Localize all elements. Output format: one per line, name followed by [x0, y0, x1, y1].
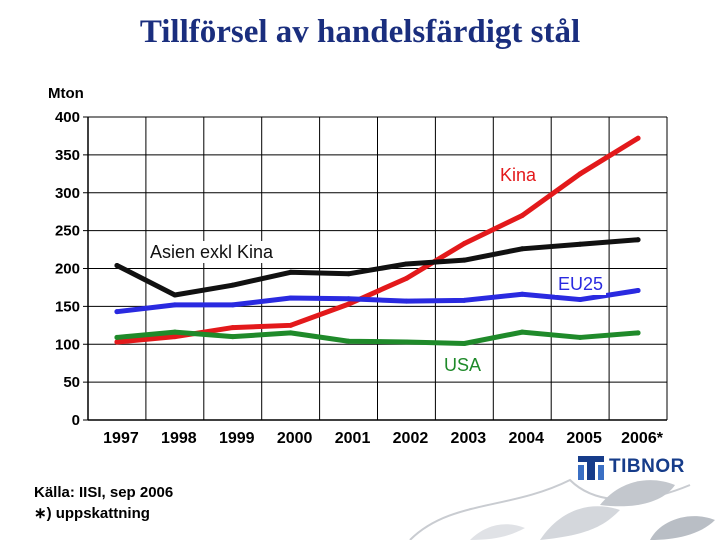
- series-label-bg: [441, 354, 485, 376]
- data-point: [635, 135, 641, 141]
- source-note: Källa: IISI, sep 2006 ∗) uppskattning: [34, 482, 173, 524]
- series-label-bg: [497, 164, 541, 186]
- data-point: [461, 297, 467, 303]
- y-tick-label: 350: [55, 147, 80, 164]
- y-tick-label: 250: [55, 223, 80, 240]
- decorative-leaves: [409, 478, 715, 540]
- data-point: [288, 330, 294, 336]
- x-tick-label: 2000: [277, 430, 313, 447]
- data-point: [114, 339, 120, 345]
- data-point: [346, 338, 352, 344]
- series-line-eu25: [114, 287, 641, 315]
- y-tick-label: 400: [55, 109, 80, 126]
- data-point: [114, 309, 120, 315]
- data-point: [172, 334, 178, 340]
- data-point: [288, 269, 294, 275]
- data-point: [230, 282, 236, 288]
- x-tick-label: 1998: [161, 430, 197, 447]
- data-point: [577, 297, 583, 303]
- data-point: [230, 302, 236, 308]
- data-point: [577, 334, 583, 340]
- data-point: [403, 261, 409, 267]
- data-point: [461, 257, 467, 263]
- tibnor-logo-icon: [578, 456, 604, 480]
- data-point: [519, 291, 525, 297]
- data-point: [172, 329, 178, 335]
- x-tick-label: 2005: [566, 430, 602, 447]
- data-point: [230, 334, 236, 340]
- data-point: [172, 292, 178, 298]
- series-line-usa: [114, 329, 641, 346]
- series-label-bg: [147, 241, 278, 263]
- data-point: [461, 340, 467, 346]
- data-point: [403, 275, 409, 281]
- x-tick-label: 2006*: [621, 430, 664, 447]
- series-line-asien-exkl-kina: [114, 237, 641, 298]
- y-tick-label: 200: [55, 261, 80, 278]
- x-tick-label: 2003: [451, 430, 487, 447]
- x-tick-label: 2004: [508, 430, 544, 447]
- data-point: [403, 298, 409, 304]
- y-axis-label: Mton: [48, 85, 84, 102]
- series-label-bg: [555, 273, 607, 295]
- data-point: [403, 339, 409, 345]
- y-tick-label: 150: [55, 298, 80, 315]
- tibnor-logo: TIBNOR: [577, 451, 689, 483]
- y-tick-label: 300: [55, 185, 80, 202]
- data-point: [288, 295, 294, 301]
- x-tick-label: 2002: [393, 430, 429, 447]
- x-tick-label: 2001: [335, 430, 371, 447]
- estimate-note: ∗) uppskattning: [34, 505, 150, 522]
- series-label-eu25: EU25: [558, 274, 603, 294]
- data-point: [635, 287, 641, 293]
- data-point: [230, 325, 236, 331]
- data-point: [288, 322, 294, 328]
- data-point: [346, 301, 352, 307]
- data-point: [461, 241, 467, 247]
- data-point: [519, 212, 525, 218]
- data-point: [635, 237, 641, 243]
- y-tick-label: 50: [63, 374, 80, 391]
- data-point: [519, 329, 525, 335]
- series-label-usa: USA: [444, 355, 481, 375]
- x-tick-label: 1999: [219, 430, 255, 447]
- series-label-asien-exkl-kina: Asien exkl Kina: [150, 242, 274, 262]
- chart-title: Tillförsel av handelsfärdigt stål: [139, 14, 581, 50]
- data-point: [346, 296, 352, 302]
- x-tick-label: 1997: [103, 430, 139, 447]
- y-tick-label: 100: [55, 336, 80, 353]
- data-point: [172, 302, 178, 308]
- y-tick-label: 0: [72, 412, 80, 429]
- data-point: [114, 262, 120, 268]
- logo-text: TIBNOR: [609, 456, 685, 477]
- data-point: [114, 334, 120, 340]
- series-label-kina: Kina: [500, 165, 537, 185]
- source-line: Källa: IISI, sep 2006: [34, 484, 174, 501]
- data-point: [577, 241, 583, 247]
- data-point: [635, 330, 641, 336]
- data-point: [519, 246, 525, 252]
- data-point: [346, 271, 352, 277]
- data-point: [577, 171, 583, 177]
